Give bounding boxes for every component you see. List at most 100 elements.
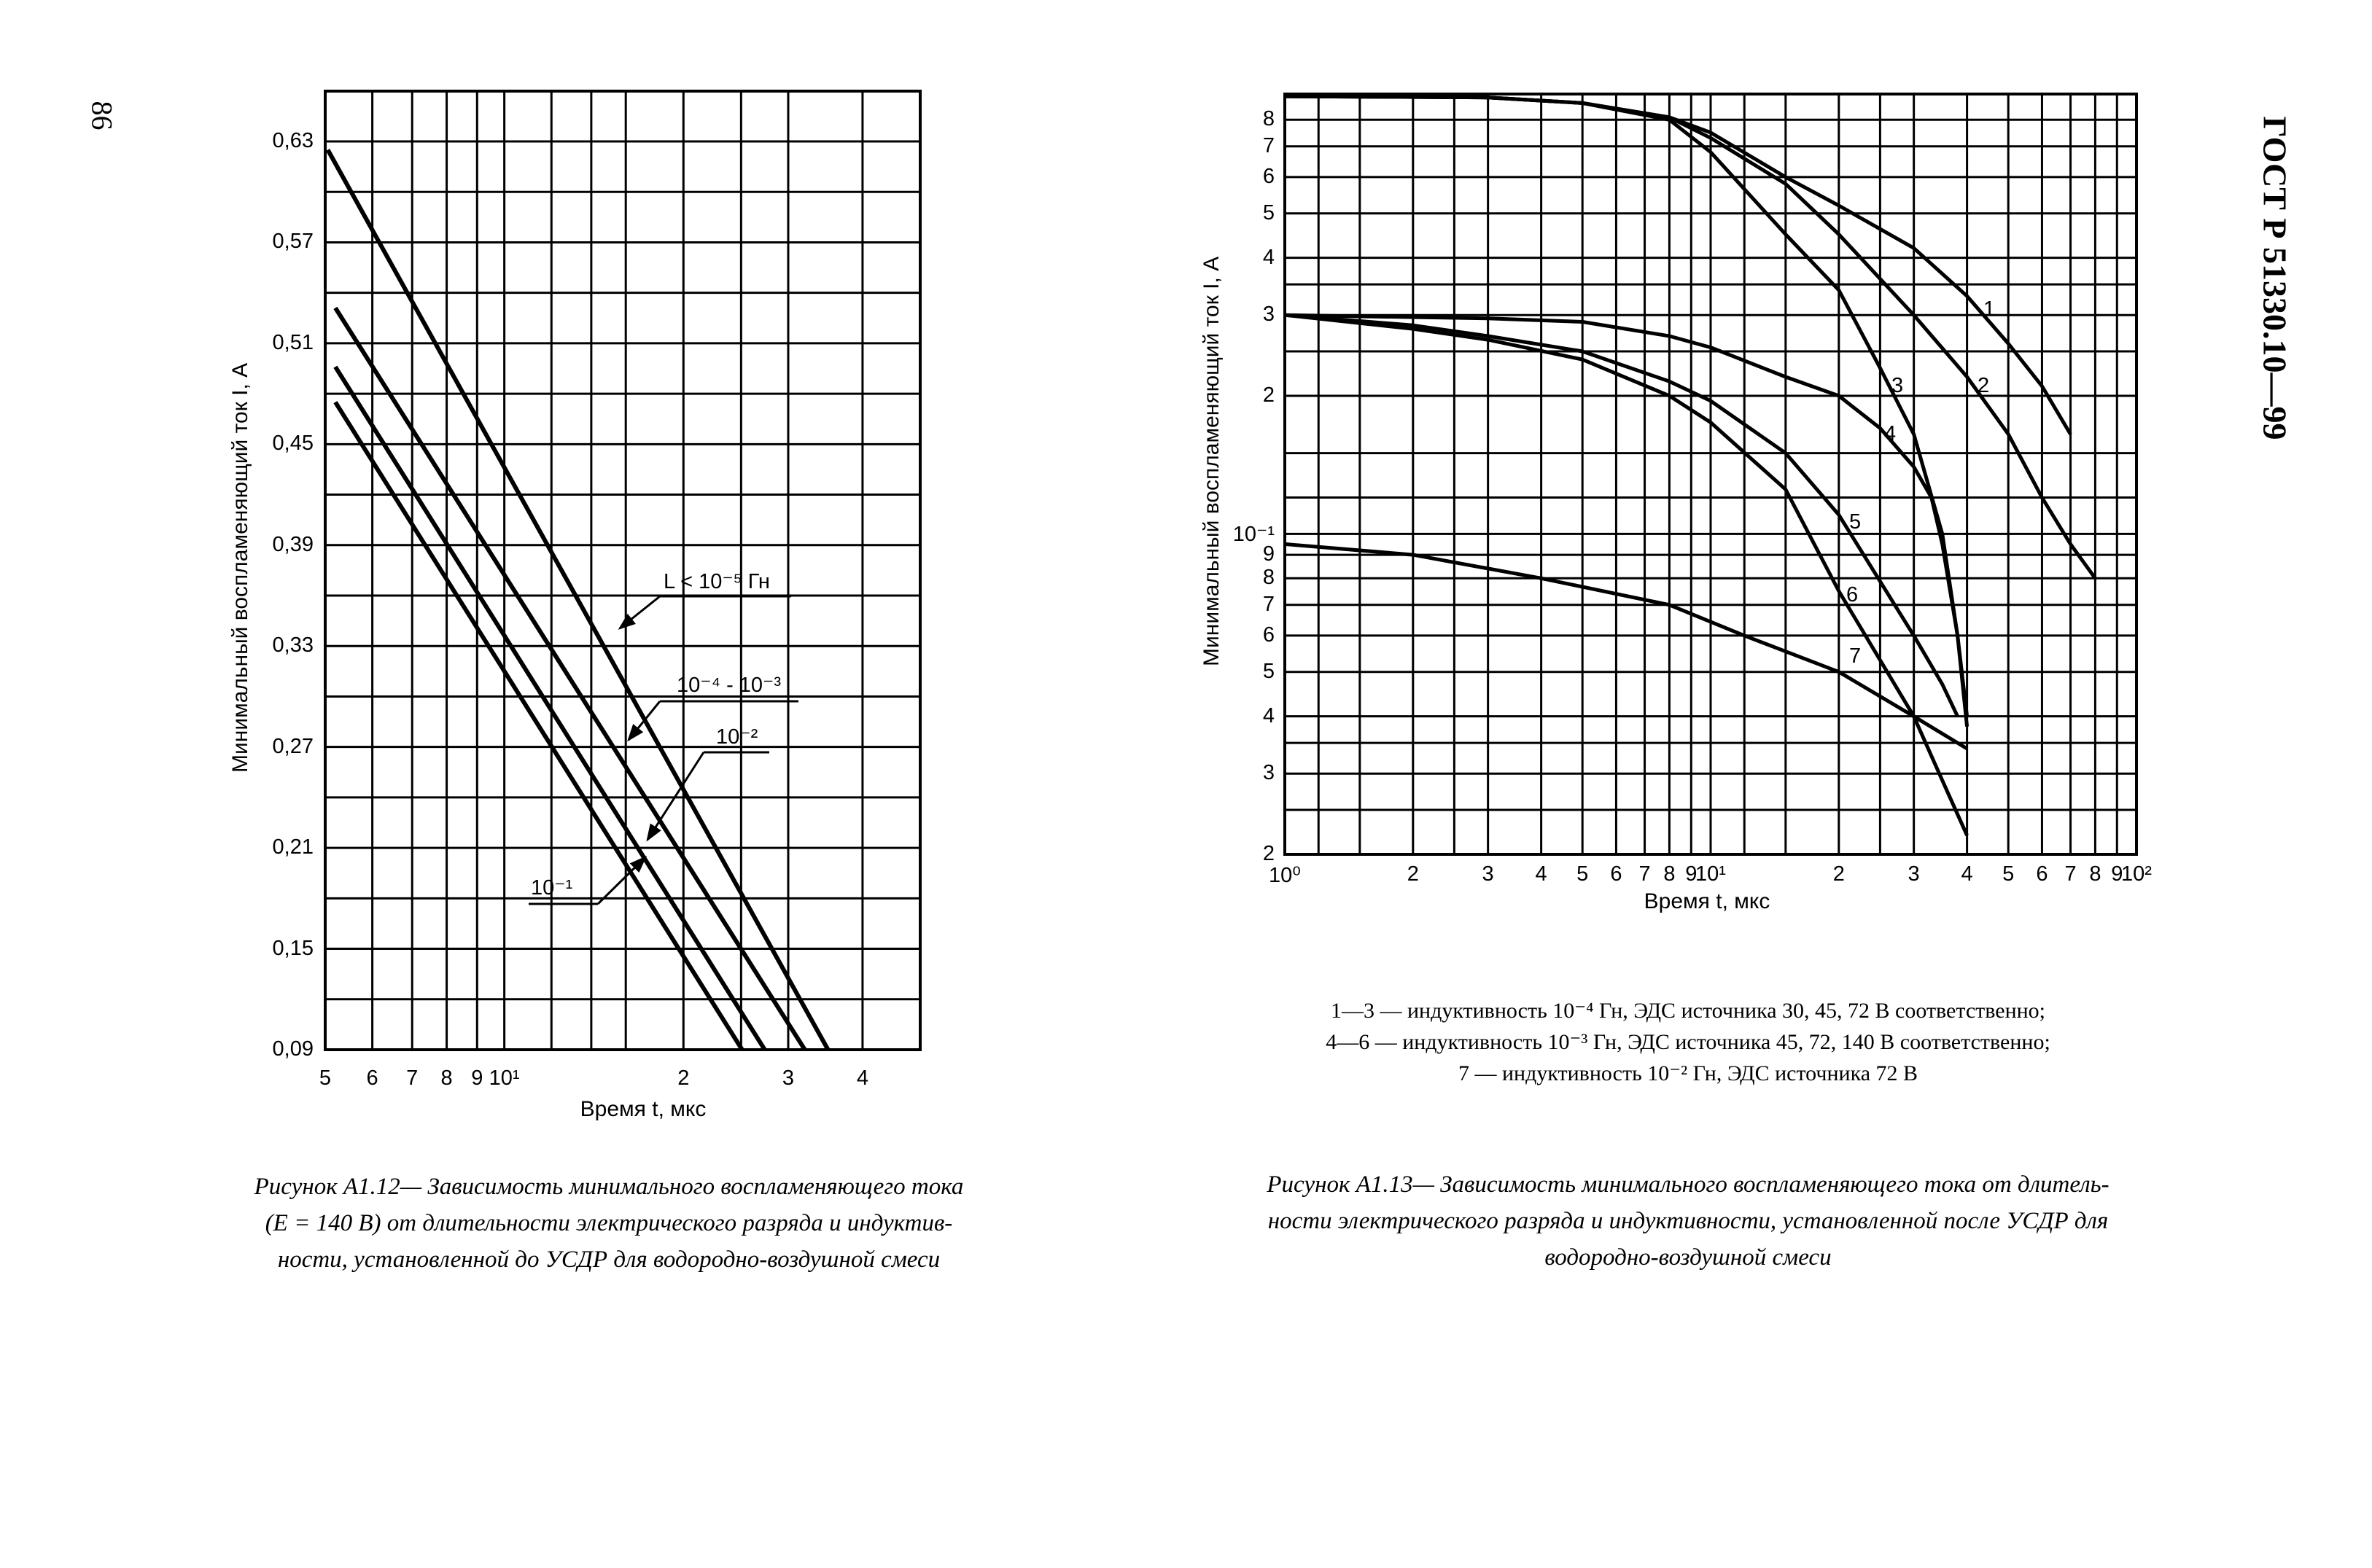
x-tick-label: 4 [1961,862,1973,886]
y-tick-label: 3 [1262,761,1275,785]
annotation-arrow [646,752,705,842]
y-tick-label: 3 [1262,303,1275,327]
x-tick-label: 7 [406,1066,419,1090]
y-tick-label: 8 [1262,107,1275,131]
y-tick-label: 0,45 [272,432,314,456]
y-tick-label: 9 [1262,542,1275,566]
x-tick-label: 5 [2002,862,2015,886]
y-tick-label: 0,63 [272,129,314,152]
y-tick-label: 2 [1262,842,1275,865]
y-axis-label: Минимальный воспламеняющий ток I, А [228,362,252,773]
y-tick-label: 6 [1262,623,1275,647]
x-tick-label: 2 [1407,862,1419,886]
x-tick-label: 9 [471,1066,483,1090]
x-tick-label: 2 [677,1066,690,1090]
y-tick-label: 4 [1262,245,1275,269]
chart-a1-12-annotation-arrows [529,595,798,905]
y-tick-label: 0,27 [272,734,314,758]
legend-line: 1—3 — индуктивность 10⁻⁴ Гн, ЭДС источни… [1330,999,2046,1023]
chart-a1-13 [1283,93,2138,856]
x-tick-label: 10² [2121,862,2152,886]
x-tick-label: 8 [2089,862,2101,886]
y-tick-label: 0,33 [272,633,314,658]
caption-line: ности, установленной до УСДР для водород… [277,1247,941,1273]
x-tick-label: 7 [1638,862,1651,886]
annotation-arrow [596,855,648,905]
x-tick-label: 10¹ [1695,862,1726,886]
x-tick-label: 8 [440,1066,453,1090]
x-tick-label: 3 [1482,862,1494,886]
y-tick-label: 5 [1262,659,1275,683]
y-tick-label: 0,39 [272,532,314,556]
x-tick-label: 8 [1663,862,1676,886]
x-tick-label: 6 [1610,862,1622,886]
x-tick-label: 4 [856,1066,868,1090]
x-tick-label: 6 [2036,862,2048,886]
page-number: 86 [85,101,119,130]
series-line-7 [1284,542,1968,751]
x-tick-label: 7 [2064,862,2077,886]
y-tick-label: 0,21 [272,835,314,859]
series-line-2 [1284,94,2097,580]
legend-line: 7 — индуктивность 10⁻² Гн, ЭДС источника… [1458,1061,1918,1085]
x-tick-label: 9 [1685,862,1698,886]
y-tick-label: 10⁻¹ [1232,523,1275,547]
series-line-6 [1284,313,1969,837]
y-tick-label: 0,51 [272,330,314,354]
caption-line: (Е = 140 В) от длительности электрическо… [265,1210,953,1236]
series-line-1 [325,149,831,1051]
y-tick-label: 2 [1262,383,1275,407]
series-line-3 [1284,94,1969,717]
figure-caption-a1-12: Рисунок А1.12— Зависимость минимального … [146,1169,1072,1278]
x-tick-label: 2 [1832,862,1845,886]
curve-label-3: 3 [1891,374,1904,397]
x-axis-label: Время t, мкс [580,1097,707,1121]
annotation-arrow [618,595,661,630]
annotation-1e-1: 10⁻¹ [531,876,573,900]
y-tick-label: 7 [1262,133,1275,157]
curve-label-2: 2 [1978,374,1990,397]
document-header: ГОСТ Р 51330.10—99 [2256,116,2294,440]
caption-line: ности электрического разряда и индуктивн… [1267,1208,2109,1234]
caption-line: Рисунок А1.13— Зависимость минимального … [1267,1171,2109,1198]
series-line-2 [333,306,807,1051]
annotation-arrow [627,701,661,742]
y-tick-label: 5 [1262,200,1275,225]
legend-line: 4—6 — индуктивность 10⁻³ Гн, ЭДС источни… [1326,1030,2050,1054]
y-tick-label: 7 [1262,592,1275,616]
series-line-5 [1284,313,1959,717]
series-line-3 [333,365,767,1051]
x-tick-label: 9 [2111,862,2123,886]
x-tick-label: 10¹ [489,1066,520,1090]
y-tick-label: 0,57 [272,230,314,254]
curve-label-6: 6 [1846,583,1859,606]
chart-legend: 1—3 — индуктивность 10⁻⁴ Гн, ЭДС источни… [1178,995,2198,1089]
figure-caption-a1-13: Рисунок А1.13— Зависимость минимального … [1152,1166,2224,1276]
plot-frame [1283,93,2138,856]
x-tick-label: 6 [366,1066,378,1090]
curve-label-5: 5 [1849,510,1862,534]
plot-frame [324,90,922,1051]
chart-a1-12 [324,90,922,1051]
y-tick-label: 0,15 [272,936,314,960]
y-axis-label: Минимальный воспламеняющий ток I, А [1199,256,1224,666]
x-axis-label: Время t, мкс [1644,889,1770,913]
x-tick-label: 5 [319,1066,332,1090]
series-line-4 [1284,313,1969,727]
x-tick-label: 4 [1535,862,1547,886]
caption-line: Рисунок А1.12— Зависимость минимального … [254,1174,964,1200]
curve-label-1: 1 [1983,297,1996,321]
curve-label-7: 7 [1849,644,1862,668]
annotation-L-lt-1e-5: L < 10⁻⁵ Гн [664,570,770,593]
caption-line: водородно-воздушной смеси [1544,1244,1832,1271]
x-tick-label: 3 [1908,862,1920,886]
annotation-1e-2: 10⁻² [716,725,758,749]
x-tick-label: 5 [1576,862,1589,886]
y-tick-label: 4 [1262,703,1275,728]
x-tick-label: 3 [782,1066,795,1090]
series-line-4 [333,401,744,1051]
x-tick-label: 10⁰ [1269,864,1301,887]
y-tick-label: 8 [1262,566,1275,590]
curve-label-4: 4 [1884,422,1897,445]
